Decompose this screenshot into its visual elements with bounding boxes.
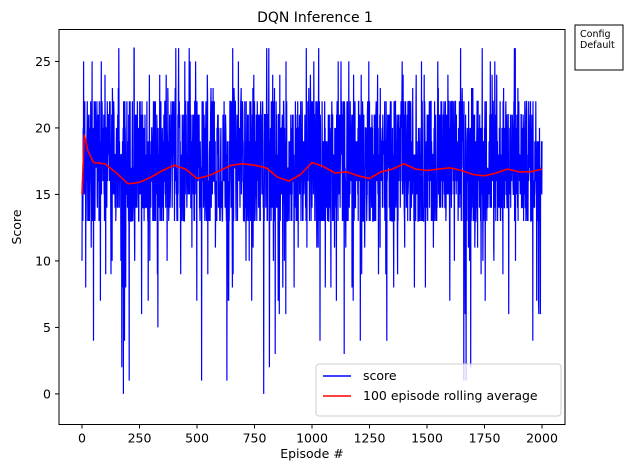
x-tick-label: 250 <box>128 431 152 446</box>
legend-box <box>315 363 562 417</box>
x-axis: 0 250 500 750 1000 1250 1500 1750 2000 <box>78 424 558 446</box>
x-tick-label: 0 <box>78 431 86 446</box>
legend-label-rolling-average: 100 episode rolling average <box>363 388 538 403</box>
y-tick-label: 20 <box>35 120 51 135</box>
y-tick-label: 10 <box>35 253 51 268</box>
config-note: Config Default <box>574 24 624 71</box>
config-note-box <box>574 24 624 71</box>
chart-title: DQN Inference 1 <box>257 10 373 26</box>
y-axis-label: Score <box>9 209 24 244</box>
config-note-line-2: Default <box>580 40 615 51</box>
y-tick-label: 5 <box>43 320 51 335</box>
y-tick-label: 25 <box>35 54 51 69</box>
y-axis: 0 5 10 15 20 25 <box>35 54 59 401</box>
x-tick-label: 500 <box>185 431 209 446</box>
y-tick-label: 0 <box>43 386 51 401</box>
x-axis-label: Episode # <box>280 446 344 461</box>
legend: score 100 episode rolling average <box>315 363 562 417</box>
y-tick-label: 15 <box>35 187 51 202</box>
config-note-line-1: Config <box>580 29 610 40</box>
x-tick-label: 1750 <box>469 431 501 446</box>
x-tick-label: 1250 <box>354 431 386 446</box>
x-tick-label: 2000 <box>526 431 558 446</box>
x-tick-label: 1500 <box>411 431 443 446</box>
series-line-rolling-average <box>81 134 543 195</box>
series-line-score <box>81 47 543 394</box>
x-tick-label: 750 <box>243 431 267 446</box>
legend-label-score: score <box>363 368 397 383</box>
x-tick-label: 1000 <box>296 431 328 446</box>
